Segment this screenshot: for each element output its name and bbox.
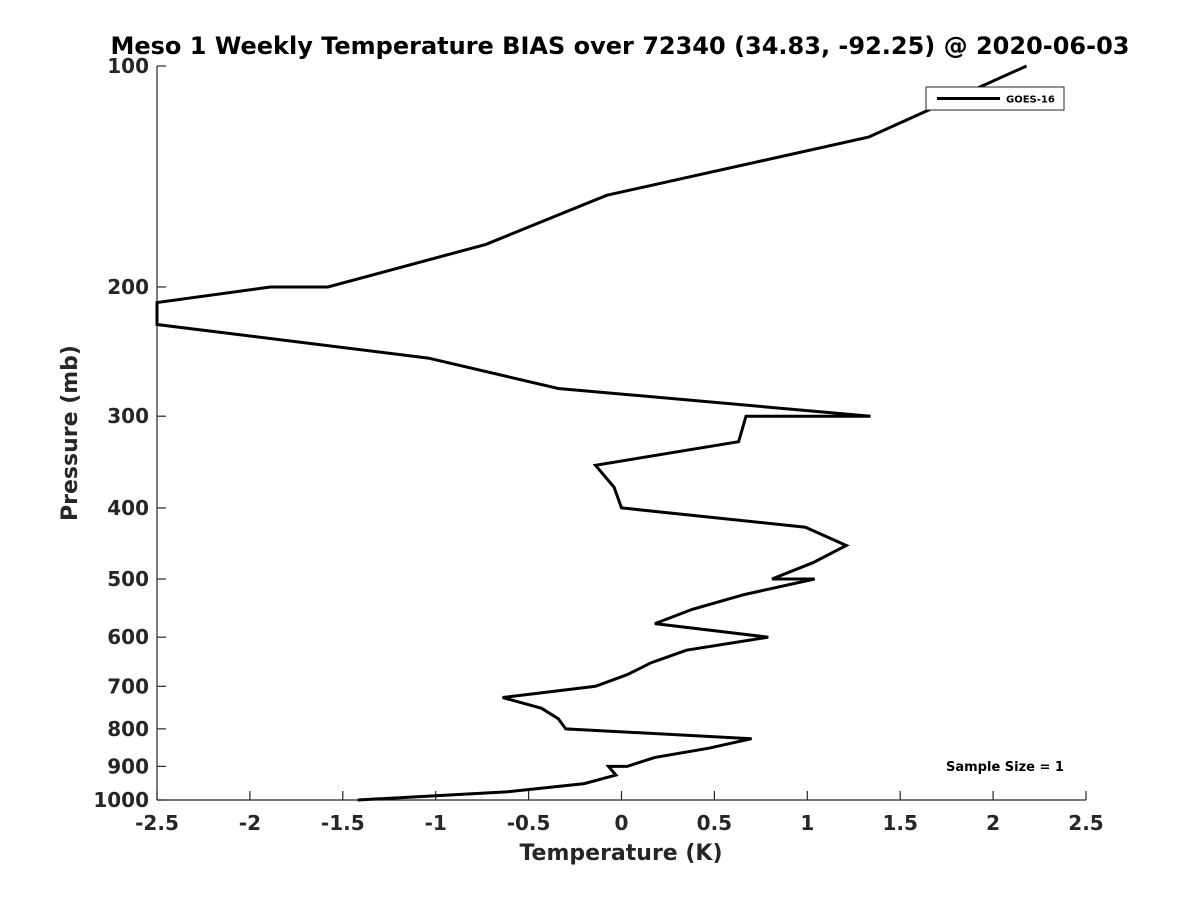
y-tick-label: 1000: [93, 788, 149, 812]
x-axis-label: Temperature (K): [519, 841, 722, 866]
series-layer: [155, 64, 1028, 802]
legend-label: GOES-16: [1006, 95, 1055, 106]
y-tick-label: 800: [107, 717, 149, 741]
y-tick-label: 100: [107, 54, 149, 78]
y-axis-label: Pressure (mb): [58, 345, 83, 521]
x-tick-label: 1: [800, 811, 814, 835]
y-tick-label: 300: [107, 404, 149, 428]
chart-title: Meso 1 Weekly Temperature BIAS over 7234…: [110, 32, 1129, 60]
legend: GOES-16: [925, 86, 1065, 111]
x-tick-label: -1: [425, 811, 447, 835]
x-tick-label: -2.5: [135, 811, 179, 835]
y-tick-label: 400: [107, 496, 149, 520]
x-tick-label: 1.5: [882, 811, 917, 835]
sample-size-annotation: Sample Size = 1: [946, 760, 1064, 775]
x-ticks: -2.5 -2 -1.5 -1 -0.5 0 0.5 1 1.5 2 2.5: [135, 791, 1104, 835]
x-tick-label: 2.5: [1068, 811, 1103, 835]
y-tick-label: 600: [107, 625, 149, 649]
series-line-goes-16: [155, 64, 1028, 802]
y-tick-label: 200: [107, 275, 149, 299]
plot-frame: [156, 66, 1086, 801]
y-ticks: 100 200 300 400 500 600 700 800 900 1000: [93, 54, 166, 812]
y-tick-label: 500: [107, 567, 149, 591]
x-tick-label: 0.5: [697, 811, 732, 835]
x-tick-label: -1.5: [321, 811, 365, 835]
x-tick-label: -2: [239, 811, 261, 835]
x-tick-label: 2: [986, 811, 1000, 835]
y-tick-label: 900: [107, 754, 149, 778]
x-tick-label: -0.5: [507, 811, 551, 835]
y-tick-label: 700: [107, 674, 149, 698]
x-tick-label: 0: [615, 811, 629, 835]
